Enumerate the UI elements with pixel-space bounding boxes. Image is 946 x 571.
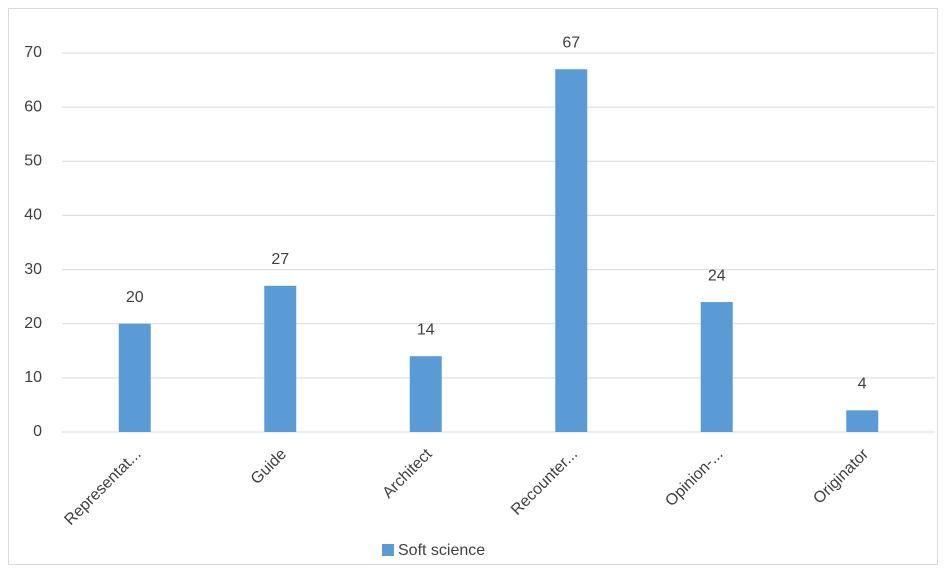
data-label: 20 xyxy=(126,289,144,306)
y-tick-label: 60 xyxy=(24,98,42,115)
y-tick-label: 10 xyxy=(24,369,42,386)
bar xyxy=(555,69,588,432)
bar xyxy=(409,356,442,432)
bar xyxy=(700,302,733,432)
chart-border xyxy=(8,8,938,565)
y-tick-label: 50 xyxy=(24,153,42,170)
legend-swatch xyxy=(382,544,394,556)
data-label: 67 xyxy=(562,34,580,51)
y-tick-label: 30 xyxy=(24,261,42,278)
bar xyxy=(118,323,151,432)
legend-label: Soft science xyxy=(398,542,485,559)
bar xyxy=(264,285,297,432)
y-tick-label: 0 xyxy=(33,423,42,440)
y-tick-label: 20 xyxy=(24,315,42,332)
y-tick-label: 40 xyxy=(24,207,42,224)
data-label: 14 xyxy=(417,321,435,338)
bar xyxy=(846,410,879,432)
data-label: 24 xyxy=(708,267,726,284)
data-label: 27 xyxy=(271,251,289,268)
y-tick-label: 70 xyxy=(24,44,42,61)
data-label: 4 xyxy=(858,376,867,393)
